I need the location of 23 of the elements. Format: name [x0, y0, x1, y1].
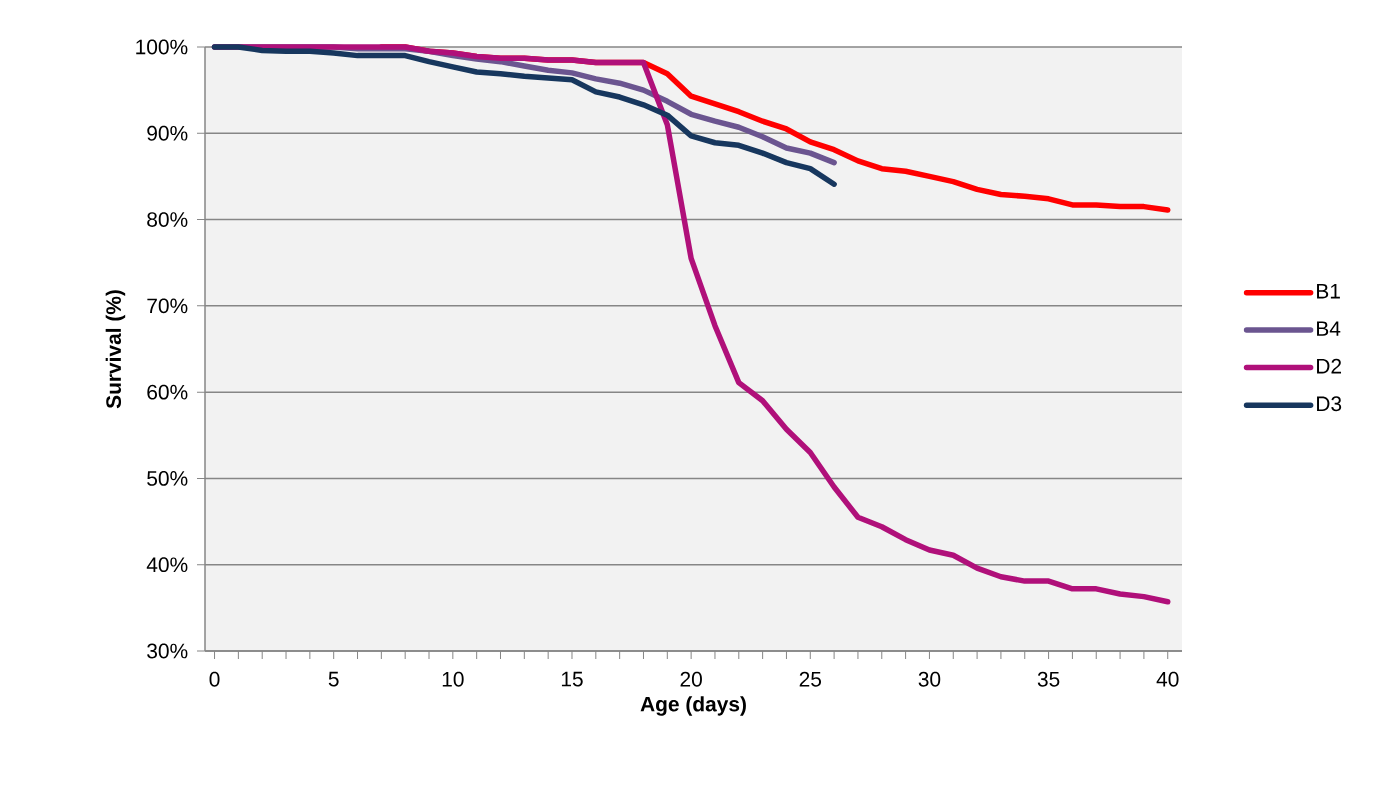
x-axis-title: Age (days) [640, 696, 746, 716]
x-tick-label: 5 [328, 671, 339, 687]
y-tick-label: 80% [147, 212, 188, 227]
legend-label: D2 [1317, 358, 1342, 374]
y-tick-label: 30% [147, 643, 188, 659]
legend-label: B1 [1317, 284, 1340, 299]
x-tick-label: 35 [1037, 671, 1060, 687]
legend-label: B4 [1317, 321, 1341, 336]
x-tick-label: 40 [1156, 671, 1179, 687]
x-tick-label: 30 [918, 671, 941, 687]
x-tick-label: 10 [442, 671, 464, 687]
x-tick-label: 25 [799, 671, 822, 687]
y-tick-label: 100% [136, 39, 188, 55]
y-tick-label: 90% [147, 125, 188, 141]
x-tick-label: 15 [561, 671, 583, 687]
y-tick-label: 40% [146, 557, 188, 573]
y-tick-label: 60% [147, 384, 188, 400]
y-axis-title: Survival (%) [105, 290, 126, 409]
y-tick-label: 70% [147, 298, 188, 314]
y-tick-label: 50% [147, 471, 188, 486]
x-tick-label: 20 [680, 671, 702, 687]
legend-label: D3 [1317, 396, 1342, 412]
x-tick-label: 0 [209, 671, 220, 687]
